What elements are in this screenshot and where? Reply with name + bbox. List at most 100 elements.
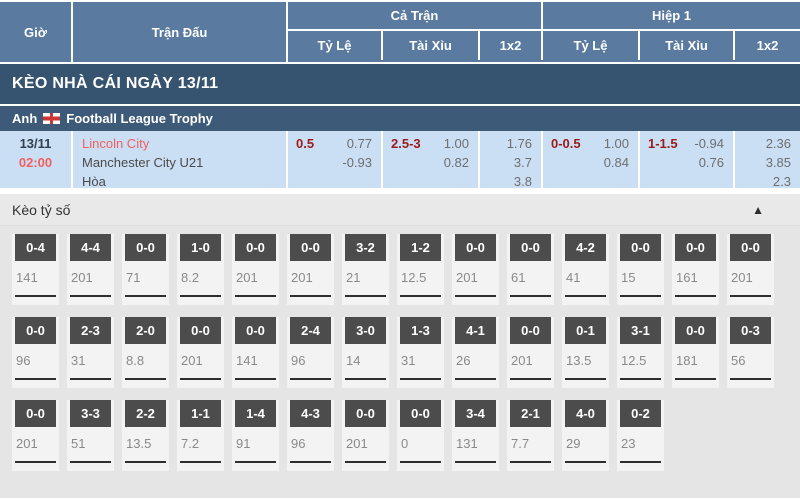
ft-handicap-odds[interactable]: 0.77 -0.93 (288, 134, 381, 172)
score-bet-option[interactable]: 0-1 13.5 (562, 317, 609, 388)
collapse-triangle-icon[interactable]: ▲ (752, 202, 764, 217)
header-group-first-half-label: Hiệp 1 (543, 2, 800, 31)
score-bet-option[interactable]: 3-3 51 (67, 400, 114, 471)
h1-1x2-away-odd[interactable]: 2.3 (772, 174, 791, 189)
score-odds-value: 201 (731, 270, 753, 285)
score-bet-option[interactable]: 0-3 56 (727, 317, 774, 388)
score-bet-option[interactable]: 0-4 141 (12, 234, 59, 305)
score-bet-option[interactable]: 0-2 23 (617, 400, 664, 471)
ft-over-under-line: 2.5-3 (391, 136, 421, 151)
score-label: 1-3 (400, 317, 441, 344)
score-bet-option[interactable]: 3-0 14 (342, 317, 389, 388)
h1-1x2-odds[interactable]: 2.36 3.85 2.3 (735, 134, 800, 191)
header-h1-over-under: Tài Xỉu (640, 31, 735, 60)
score-bet-option[interactable]: 3-2 21 (342, 234, 389, 305)
score-bet-option[interactable]: 0-0 181 (672, 317, 719, 388)
away-team-name[interactable]: Manchester City U21 (82, 155, 204, 170)
ft-under-odd[interactable]: 0.82 (443, 155, 469, 170)
score-bet-option[interactable]: 4-1 26 (452, 317, 499, 388)
ft-over-odd[interactable]: 1.00 (443, 136, 469, 151)
score-bet-option[interactable]: 1-1 7.2 (177, 400, 224, 471)
score-bet-option[interactable]: 0-0 15 (617, 234, 664, 305)
score-bet-option[interactable]: 0-0 201 (177, 317, 224, 388)
score-bet-option[interactable]: 1-2 12.5 (397, 234, 444, 305)
h1-handicap-odd-away[interactable]: 0.84 (603, 155, 629, 170)
score-odds-value: 29 (566, 436, 581, 451)
score-label: 4-1 (455, 317, 496, 344)
score-bet-option[interactable]: 1-4 91 (232, 400, 279, 471)
h1-handicap-odds[interactable]: 1.00 0.84 (543, 134, 638, 172)
h1-over-under-odds[interactable]: -0.94 0.76 (640, 134, 733, 172)
score-bet-option[interactable]: 0-0 201 (452, 234, 499, 305)
header-ft-handicap: Tỷ Lệ (288, 31, 383, 60)
score-bet-option[interactable]: 0-0 161 (672, 234, 719, 305)
score-odds-value: 201 (346, 436, 368, 451)
score-bet-option[interactable]: 4-2 41 (562, 234, 609, 305)
h1-handicap-odd-home[interactable]: 1.00 (603, 136, 629, 151)
score-bet-option[interactable]: 2-2 13.5 (122, 400, 169, 471)
score-label: 0-3 (730, 317, 771, 344)
h1-1x2-draw-odd[interactable]: 3.85 (765, 155, 791, 170)
score-bet-option[interactable]: 2-1 7.7 (507, 400, 554, 471)
score-odds-value: 13.5 (126, 436, 152, 451)
h1-handicap-cell[interactable]: 0-0.5 1.00 0.84 (543, 131, 640, 188)
ft-handicap-odd-home[interactable]: 0.77 (346, 136, 372, 151)
score-bet-option[interactable]: 2-3 31 (67, 317, 114, 388)
score-bet-option[interactable]: 0-0 201 (727, 234, 774, 305)
score-bet-option[interactable]: 1-3 31 (397, 317, 444, 388)
score-bet-option[interactable]: 4-4 201 (67, 234, 114, 305)
h1-under-odd[interactable]: 0.76 (698, 155, 724, 170)
ft-over-under-odds[interactable]: 1.00 0.82 (383, 134, 478, 172)
score-label: 1-4 (235, 400, 276, 427)
score-label: 0-0 (15, 317, 56, 344)
ft-handicap-cell[interactable]: 0.5 0.77 -0.93 (288, 131, 383, 188)
ft-1x2-cell[interactable]: 1.76 3.7 3.8 (480, 131, 543, 191)
score-bet-option[interactable]: 0-0 201 (232, 234, 279, 305)
score-bet-option[interactable]: 4-0 29 (562, 400, 609, 471)
header-group-first-half: Hiệp 1 Tỷ Lệ Tài Xỉu 1x2 (543, 2, 800, 62)
score-bet-option[interactable]: 0-0 201 (287, 234, 334, 305)
score-bet-option[interactable]: 0-0 201 (12, 400, 59, 471)
match-row: 13/11 02:00 Lincoln City Manchester City… (0, 131, 800, 191)
h1-1x2-home-odd[interactable]: 2.36 (765, 136, 791, 151)
score-odds-value: 161 (676, 270, 698, 285)
score-bet-option[interactable]: 3-1 12.5 (617, 317, 664, 388)
score-bet-option[interactable]: 0-0 201 (507, 317, 554, 388)
score-label: 0-0 (290, 234, 331, 261)
ft-1x2-home-odd[interactable]: 1.76 (506, 136, 532, 151)
score-bet-option[interactable]: 3-4 131 (452, 400, 499, 471)
header-group-full-time-label: Cả Trận (288, 2, 543, 31)
score-bet-option[interactable]: 4-3 96 (287, 400, 334, 471)
draw-label: Hòa (82, 174, 106, 189)
match-teams-cell[interactable]: Lincoln City Manchester City U21 Hòa (73, 131, 288, 189)
score-bet-option[interactable]: 1-0 8.2 (177, 234, 224, 305)
h1-over-odd[interactable]: -0.94 (694, 136, 724, 151)
score-bet-option[interactable]: 0-0 96 (12, 317, 59, 388)
score-bet-option[interactable]: 0-0 0 (397, 400, 444, 471)
ft-1x2-draw-odd[interactable]: 3.7 (513, 155, 532, 170)
league-name-label: Football League Trophy (66, 111, 213, 126)
h1-1x2-cell[interactable]: 2.36 3.85 2.3 (735, 131, 800, 191)
h1-over-under-cell[interactable]: 1-1.5 -0.94 0.76 (640, 131, 735, 188)
ft-1x2-away-odd[interactable]: 3.8 (513, 174, 532, 189)
score-bet-option[interactable]: 2-0 8.8 (122, 317, 169, 388)
league-bar: Anh Football League Trophy (0, 106, 800, 131)
score-bet-option[interactable]: 0-0 71 (122, 234, 169, 305)
score-label: 2-2 (125, 400, 166, 427)
ft-over-under-cell[interactable]: 2.5-3 1.00 0.82 (383, 131, 480, 188)
home-team-name[interactable]: Lincoln City (82, 136, 150, 151)
score-bet-option[interactable]: 0-0 201 (342, 400, 389, 471)
ft-1x2-odds[interactable]: 1.76 3.7 3.8 (480, 134, 541, 191)
score-odds-value: 201 (16, 436, 38, 451)
header-ft-1x2: 1x2 (480, 31, 543, 60)
score-bet-option[interactable]: 0-0 61 (507, 234, 554, 305)
score-label: 4-4 (70, 234, 111, 261)
score-label: 0-4 (15, 234, 56, 261)
score-bet-option[interactable]: 2-4 96 (287, 317, 334, 388)
ft-handicap-odd-away[interactable]: -0.93 (342, 155, 372, 170)
score-bet-option[interactable]: 0-0 141 (232, 317, 279, 388)
score-label: 3-0 (345, 317, 386, 344)
score-row-3: 0-0 201 3-3 51 2-2 13.5 1-1 7.2 1-4 91 4… (12, 400, 800, 471)
score-odds-value: 201 (456, 270, 478, 285)
